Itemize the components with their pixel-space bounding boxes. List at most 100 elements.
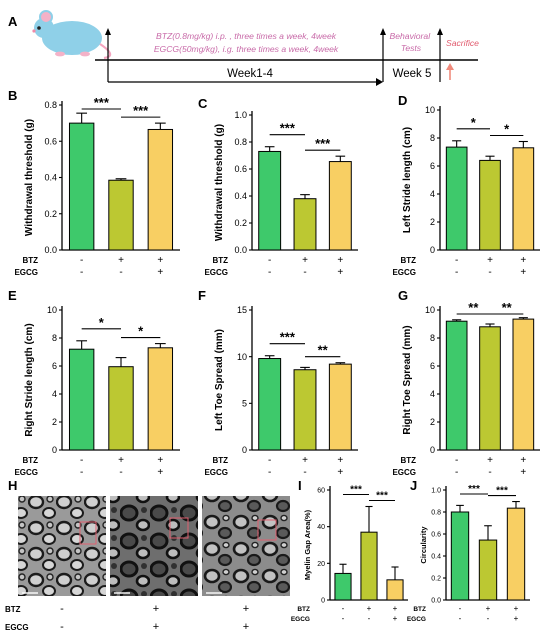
egcg-sign: + <box>514 614 519 623</box>
egcg-sign: - <box>119 267 122 278</box>
significance-label: *** <box>496 486 508 497</box>
y-axis-title: Left Stride length (cm) <box>402 127 413 233</box>
btz-sign: - <box>80 255 83 266</box>
arrow-up-icon <box>446 63 454 70</box>
egcg-sign: + <box>337 467 343 478</box>
egcg-row-label: EGCG <box>392 468 416 477</box>
btz-sign: + <box>487 255 493 266</box>
y-tick-label: 6 <box>430 361 435 371</box>
y-axis-title: Right Toe Spread (mm) <box>402 325 413 434</box>
micrograph-panel: H BTZ EGCG - + + - + + <box>5 478 290 633</box>
y-tick-label: 0.6 <box>234 164 247 174</box>
y-tick-label: 0 <box>52 445 57 455</box>
btz-sign: + <box>118 255 124 266</box>
btz-row-label: BTZ <box>400 256 416 265</box>
chart-b: B 0.0 0.2 0.4 0.6 0.8 Withdrawal threshold (g)… <box>8 88 180 278</box>
btz-row-label: BTZ <box>297 606 310 613</box>
bar <box>512 318 535 451</box>
y-tick-label: 2 <box>52 417 57 427</box>
bar <box>445 146 468 251</box>
significance-label: *** <box>468 484 480 495</box>
y-tick-label: 0.4 <box>431 553 441 560</box>
significance-label: * <box>471 115 477 130</box>
bar <box>328 363 352 451</box>
egcg-sign: - <box>488 267 491 278</box>
treatment-line-2: EGCG(50mg/kg), i.g. three times a week, … <box>154 44 339 54</box>
egcg-sign: - <box>455 267 458 278</box>
bar <box>479 326 501 451</box>
roi-box <box>257 519 277 541</box>
panel-label-e: E <box>8 288 17 303</box>
btz-sign: + <box>514 604 519 613</box>
significance-label: * <box>504 122 510 137</box>
chart-c: C 0.0 0.2 0.4 0.6 0.8 1.0 Withdrawal threshold … <box>198 96 358 278</box>
btz-egcg-micrograph <box>202 496 290 596</box>
bar <box>68 122 95 251</box>
btz-sign: + <box>393 604 398 613</box>
btz-sign: + <box>157 255 163 266</box>
bar <box>258 150 282 251</box>
y-tick-label: 0.8 <box>234 137 247 147</box>
panel-label-f: F <box>198 288 206 303</box>
btz-sign: + <box>486 604 491 613</box>
bar <box>147 128 174 251</box>
y-tick-label: 10 <box>47 305 57 315</box>
bar <box>68 348 95 451</box>
y-tick-label: 0.0 <box>431 597 441 604</box>
egcg-sign: - <box>303 467 306 478</box>
bar <box>450 511 470 601</box>
egcg-row-label: EGCG <box>407 616 426 623</box>
panel-label-a: A <box>8 14 18 29</box>
bar <box>108 179 134 251</box>
y-tick-label: 1.0 <box>234 110 247 120</box>
btz-sign: - <box>459 604 462 613</box>
egcg-sign: - <box>80 467 83 478</box>
y-tick-label: 0.4 <box>234 191 247 201</box>
y-tick-label: 10 <box>425 105 435 115</box>
bar <box>512 147 535 251</box>
y-tick-label: 0.2 <box>431 575 441 582</box>
bar <box>360 531 378 601</box>
roi-box <box>79 521 97 545</box>
btz-sign: + <box>520 255 526 266</box>
treatment-line-1: BTZ(0.8mg/kg) i.p. , three times a week,… <box>156 31 337 41</box>
bar <box>479 159 501 251</box>
h-btz-label: BTZ <box>5 605 21 614</box>
y-axis-title: Circularity <box>419 526 428 564</box>
bar <box>293 198 317 251</box>
panel-label-g: G <box>398 288 408 303</box>
y-tick-label: 0.0 <box>44 245 57 255</box>
roi-box <box>169 517 189 539</box>
y-tick-label: 0.0 <box>234 245 247 255</box>
behavioral-tests-label: Behavioral Tests <box>390 31 433 53</box>
bar <box>386 579 404 601</box>
btz-row-label: BTZ <box>22 256 38 265</box>
bar <box>328 161 352 251</box>
y-tick-label: 0.2 <box>44 209 57 219</box>
arrow-up-icon <box>437 28 443 35</box>
egcg-sign: - <box>455 467 458 478</box>
timeline-panel: A BTZ(0.8mg/kg) i.p. , three times a wee… <box>8 10 479 86</box>
y-tick-label: 5 <box>242 398 247 408</box>
y-tick-label: 20 <box>317 561 325 568</box>
y-tick-label: 0.2 <box>234 218 247 228</box>
h-egcg-label: EGCG <box>5 623 29 632</box>
egcg-sign: - <box>80 267 83 278</box>
significance-label: *** <box>133 103 149 118</box>
y-tick-label: 0 <box>321 597 325 604</box>
egcg-sign: - <box>368 614 371 623</box>
week-1-4-label: Week1-4 <box>227 68 273 80</box>
significance-label: * <box>99 315 105 330</box>
bar <box>334 572 352 601</box>
arrow-right-icon <box>376 78 383 86</box>
btz-row-label: BTZ <box>22 456 38 465</box>
egcg-sign: - <box>487 614 490 623</box>
y-tick-label: 4 <box>430 189 435 199</box>
egcg-sign: - <box>459 614 462 623</box>
panel-label-h: H <box>8 478 17 493</box>
sacrifice-label: Sacrifice <box>446 38 479 48</box>
btz-sign: + <box>337 255 343 266</box>
